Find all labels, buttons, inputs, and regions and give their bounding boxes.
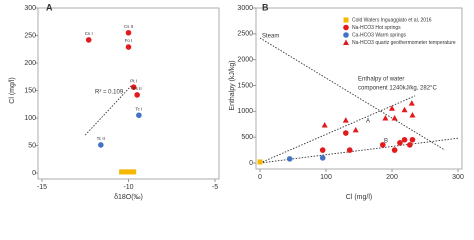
y-tick-label: 300 <box>24 5 36 12</box>
y-axis-label: Cl (mg/l) <box>9 77 16 103</box>
legend-marker <box>343 24 349 31</box>
point <box>134 92 140 98</box>
point-label: Pt I <box>130 78 137 83</box>
point <box>409 136 416 143</box>
y-tick-label: 100 <box>24 115 36 122</box>
legend-label: Na-HCO3 quartz geothermometer temperatur… <box>352 40 456 46</box>
point <box>131 169 137 175</box>
point <box>85 37 92 43</box>
point-label: Fo I <box>125 38 133 43</box>
point <box>319 155 326 161</box>
point <box>130 84 137 90</box>
point <box>379 142 386 148</box>
y-tick-label: 1500 <box>237 82 253 89</box>
legend-label: Cold Waters Inguaggiato et al, 2016 <box>352 17 432 23</box>
point <box>119 169 125 175</box>
annotation: Enthalpy of water <box>358 77 404 83</box>
point <box>389 105 395 111</box>
point <box>343 130 349 136</box>
annotation: Steam <box>262 34 279 40</box>
point <box>257 159 263 165</box>
x-tick-label: -5 <box>212 184 218 191</box>
y-tick-label: 1000 <box>237 108 253 115</box>
point <box>98 142 104 148</box>
point <box>352 126 359 133</box>
point <box>346 147 353 153</box>
x-tick-label: -15 <box>37 184 47 191</box>
y-tick-label: 200 <box>24 60 36 67</box>
y-tick-label: 2500 <box>237 31 253 38</box>
point <box>409 111 416 118</box>
point <box>408 100 415 106</box>
point-label: Tc II <box>97 136 105 141</box>
y-tick-label: 250 <box>24 32 36 39</box>
x-axis-label: Cl (mg/l) <box>346 194 372 201</box>
panel-letter: B <box>262 2 269 12</box>
y-tick-label: 0 <box>32 170 36 177</box>
legend-label: Na-HCO3 Hot springs <box>352 25 401 31</box>
reference-line <box>259 95 416 164</box>
y-tick-label: 0 <box>249 160 253 167</box>
point <box>401 106 408 113</box>
y-tick-label: 50 <box>28 142 36 149</box>
reference-line <box>259 137 459 164</box>
point <box>342 117 349 123</box>
annotation: A <box>366 119 370 125</box>
point <box>391 147 398 153</box>
x-tick-label: 100 <box>320 174 332 181</box>
plot-frame <box>255 7 463 170</box>
figure: A -15 -10 -5 0 50 100 150 200 250 300 δ18O(‰) Cl (mg… <box>9 2 464 201</box>
y-tick-label: 2000 <box>237 57 253 64</box>
annotation: component 1240kJ/kg, 282°C <box>358 86 437 92</box>
point <box>397 140 403 146</box>
point <box>136 112 142 119</box>
y-axis-label: Enthalpy (kJ/kg) <box>229 60 236 110</box>
legend-label: Ca-HCO3 Warm springs <box>352 32 406 38</box>
point-label: Cs II <box>124 24 133 29</box>
reference-line <box>84 84 133 136</box>
point <box>382 115 389 121</box>
y-tick-label: 150 <box>24 87 36 94</box>
legend-marker <box>343 17 349 23</box>
y-tick-label: 3000 <box>237 5 253 12</box>
annotation: B <box>384 139 388 145</box>
point <box>319 147 326 153</box>
x-axis-label: δ18O(‰) <box>114 194 143 201</box>
point <box>125 44 132 50</box>
legend-marker <box>343 39 349 45</box>
x-tick-label: -10 <box>123 184 133 191</box>
panel-letter: A <box>46 2 53 12</box>
point-label: Tc I <box>135 106 142 111</box>
point <box>391 115 398 121</box>
legend-marker <box>343 32 349 38</box>
point <box>321 122 328 128</box>
point <box>407 142 413 148</box>
point <box>126 169 131 175</box>
x-tick-label: 200 <box>386 174 398 181</box>
point <box>125 29 132 36</box>
point-label: Ps II <box>133 86 142 91</box>
point-label: Cs I <box>85 31 93 36</box>
y-tick-label: 500 <box>241 134 253 141</box>
point <box>122 169 128 175</box>
x-tick-label: 0 <box>258 174 262 181</box>
point <box>401 136 408 143</box>
annotation: R² = 0.109 <box>95 90 124 96</box>
point <box>286 156 293 162</box>
reference-line <box>259 37 446 151</box>
x-tick-label: 300 <box>452 174 464 181</box>
